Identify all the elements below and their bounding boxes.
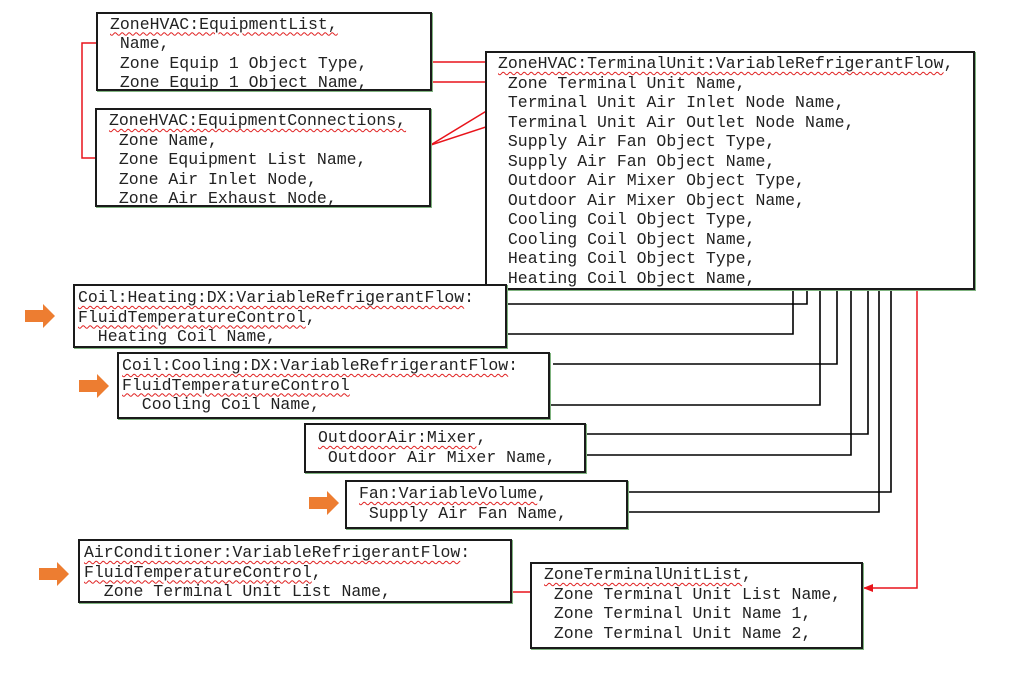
field: Zone Terminal Unit Name 1, — [544, 604, 812, 623]
field: Outdoor Air Mixer Name, — [318, 447, 556, 467]
field: Zone Air Exhaust Node, — [109, 189, 337, 208]
object-title-line2: FluidTemperatureControl — [122, 376, 548, 396]
object-title-line2: FluidTemperatureControl, — [78, 308, 505, 328]
object-title-text: ZoneTerminalUnitList — [544, 565, 743, 584]
field: Cooling Coil Name, — [122, 395, 321, 414]
object-title-text: FluidTemperatureControl — [122, 375, 350, 395]
field: Zone Equip 1 Object Name, — [110, 73, 368, 92]
orange-arrow-icon — [79, 374, 109, 398]
fan-box: Fan:VariableVolume, Supply Air Fan Name, — [345, 480, 628, 529]
field: Supply Air Fan Name, — [359, 503, 567, 523]
title-suffix: : — [460, 543, 471, 562]
object-title-text: AirConditioner:VariableRefrigerantFlow — [84, 543, 461, 562]
field: Terminal Unit Air Outlet Node Name, — [498, 112, 855, 132]
object-title-text: Coil:Heating:DX:VariableRefrigerantFlow — [78, 288, 465, 307]
orange-arrow-icon — [25, 304, 55, 328]
object-title: AirConditioner:VariableRefrigerantFlow: — [84, 543, 510, 563]
title-suffix: , — [943, 54, 954, 73]
field: Heating Coil Name, — [78, 327, 277, 346]
object-title-line2: FluidTemperatureControl, — [84, 563, 510, 583]
field: Name, — [110, 34, 170, 53]
field: Zone Terminal Unit List Name, — [84, 582, 391, 601]
object-title: Fan:VariableVolume, — [359, 484, 626, 504]
equipment-list-box: ZoneHVAC:EquipmentList, Name, Zone Equip… — [96, 12, 432, 92]
field: Zone Terminal Unit List Name, — [544, 584, 842, 604]
field: Outdoor Air Mixer Object Type, — [498, 171, 805, 190]
title-suffix: , — [311, 562, 322, 582]
object-title: ZoneHVAC:EquipmentConnections, — [109, 111, 429, 131]
object-title-text: ZoneHVAC:TerminalUnit:VariableRefrigeran… — [498, 54, 944, 73]
object-title: Coil:Cooling:DX:VariableRefrigerantFlow: — [122, 356, 548, 376]
object-title: ZoneHVAC:TerminalUnit:VariableRefrigeran… — [498, 54, 973, 74]
title-suffix: , — [742, 565, 752, 584]
object-title-text: Fan:VariableVolume — [359, 484, 538, 503]
field: Zone Terminal Unit Name 2, — [544, 623, 812, 643]
terminal-unit-list-box: ZoneTerminalUnitList, Zone Terminal Unit… — [530, 562, 863, 649]
field: Cooling Coil Object Type, — [498, 210, 756, 229]
field: Terminal Unit Air Inlet Node Name, — [498, 93, 845, 112]
field: Cooling Coil Object Name, — [498, 229, 756, 249]
field: Supply Air Fan Object Name, — [498, 151, 776, 171]
object-title: OutdoorAir:Mixer, — [318, 428, 584, 448]
object-title-text: Coil:Cooling:DX:VariableRefrigerantFlow — [122, 356, 509, 375]
orange-arrow-icon — [39, 562, 69, 586]
field: Zone Terminal Unit Name, — [498, 73, 746, 93]
field: Heating Coil Object Name, — [498, 268, 756, 288]
title-suffix: : — [508, 356, 519, 375]
object-title: ZoneTerminalUnitList, — [544, 565, 861, 585]
object-title-text: OutdoorAir:Mixer — [318, 428, 477, 447]
field: Zone Equipment List Name, — [109, 150, 367, 169]
field: Heating Coil Object Type, — [498, 249, 756, 268]
object-title-text: FluidTemperatureControl — [78, 307, 306, 327]
orange-arrow-icon — [309, 491, 339, 515]
title-suffix: , — [476, 428, 487, 447]
field: Supply Air Fan Object Type, — [498, 132, 776, 151]
field: Zone Air Inlet Node, — [109, 169, 317, 189]
title-suffix: , — [305, 307, 316, 327]
object-title-text: FluidTemperatureControl — [84, 562, 312, 582]
object-title-text: ZoneHVAC:EquipmentConnections, — [109, 111, 407, 130]
air-conditioner-box: AirConditioner:VariableRefrigerantFlow: … — [78, 539, 512, 603]
title-suffix: , — [537, 484, 548, 503]
field: Zone Name, — [109, 130, 218, 150]
field: Zone Equip 1 Object Type, — [110, 53, 368, 73]
oa-mixer-box: OutdoorAir:Mixer, Outdoor Air Mixer Name… — [304, 423, 586, 473]
object-title: Coil:Heating:DX:VariableRefrigerantFlow: — [78, 288, 505, 308]
field: Outdoor Air Mixer Object Name, — [498, 190, 805, 210]
equipment-connections-box: ZoneHVAC:EquipmentConnections, Zone Name… — [95, 108, 431, 208]
cooling-coil-box: Coil:Cooling:DX:VariableRefrigerantFlow:… — [117, 352, 550, 419]
title-suffix: : — [464, 288, 475, 307]
heating-coil-box: Coil:Heating:DX:VariableRefrigerantFlow:… — [73, 284, 507, 348]
object-title-text: ZoneHVAC:EquipmentList, — [110, 14, 338, 34]
object-title: ZoneHVAC:EquipmentList, — [110, 15, 430, 35]
terminal-unit-box: ZoneHVAC:TerminalUnit:VariableRefrigeran… — [485, 51, 975, 290]
